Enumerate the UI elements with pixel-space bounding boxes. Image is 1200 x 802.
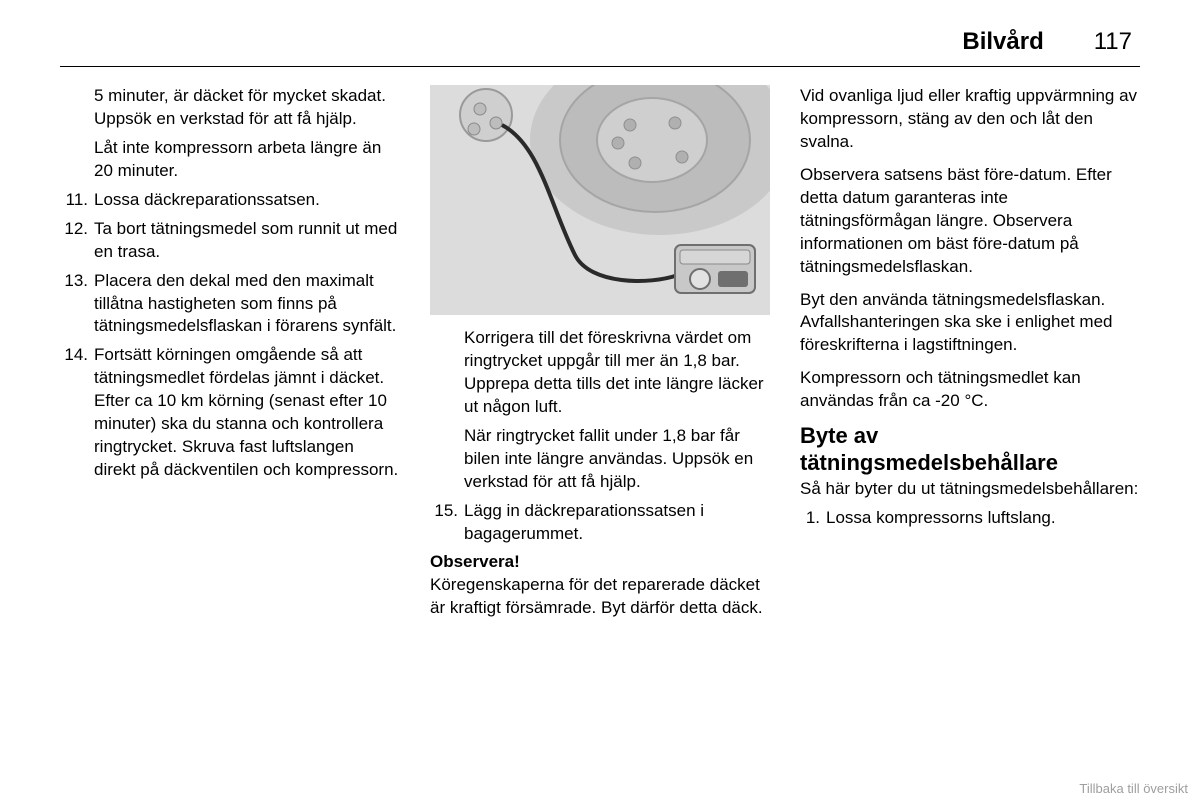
- list-text: Lossa däckreparationssatsen.: [94, 189, 400, 212]
- column-1: 5 minuter, är däcket för mycket skadat. …: [60, 85, 400, 630]
- notice-text: Köregenskaperna för det repare­rade däck…: [430, 574, 770, 620]
- body-text: Korrigera till det föreskrivna vär­det o…: [464, 327, 770, 419]
- body-text: Kompressorn och tätningsmedlet kan använ…: [800, 367, 1140, 413]
- list-text: Lossa kompressorns luftslang.: [826, 507, 1140, 530]
- list-number: 11.: [60, 189, 94, 212]
- list-text: Lägg in däckreparationssatsen i bagageru…: [464, 500, 770, 546]
- body-text: Så här byter du ut tätningsmedelsbe­håll…: [800, 478, 1140, 501]
- continuation-text: Låt inte kompressorn arbeta längre än 20…: [94, 137, 400, 183]
- tire-repair-figure: [430, 85, 770, 315]
- page-header: Bilvård 117: [60, 28, 1140, 66]
- list-number: 14.: [60, 344, 94, 482]
- page-number: 117: [1094, 28, 1132, 56]
- notice-heading: Observera!: [430, 551, 770, 574]
- list-item: 13. Placera den dekal med den maxi­malt …: [60, 270, 400, 339]
- body-text: Observera satsens bäst före-datum. Efter…: [800, 164, 1140, 279]
- list-number: 13.: [60, 270, 94, 339]
- section-title: Bilvård: [962, 28, 1043, 56]
- list-text: Ta bort tätningsmedel som runnit ut med …: [94, 218, 400, 264]
- list-item: 14. Fortsätt körningen omgående så att t…: [60, 344, 400, 482]
- column-2: Korrigera till det föreskrivna vär­det o…: [430, 85, 770, 630]
- page: Bilvård 117 5 minuter, är däcket för myc…: [0, 0, 1200, 802]
- body-text: När ringtrycket fallit under 1,8 bar får…: [464, 425, 770, 494]
- list-text: Fortsätt körningen omgående så att tätni…: [94, 344, 400, 482]
- list-number: 12.: [60, 218, 94, 264]
- tire-compressor-icon: [430, 85, 770, 315]
- list-number: 1.: [800, 507, 826, 530]
- list-item: 12. Ta bort tätningsmedel som runnit ut …: [60, 218, 400, 264]
- subsection-heading: Byte av tätningsmedelsbehållare: [800, 423, 1140, 476]
- list-item: 11. Lossa däckreparationssatsen.: [60, 189, 400, 212]
- continuation-text: 5 minuter, är däcket för mycket skadat. …: [94, 85, 400, 131]
- list-number: 15.: [430, 500, 464, 546]
- body-text: Vid ovanliga ljud eller kraftig upp­värm…: [800, 85, 1140, 154]
- content-columns: 5 minuter, är däcket för mycket skadat. …: [60, 85, 1140, 630]
- back-to-overview-link[interactable]: Tillbaka till översikt: [1079, 781, 1188, 796]
- header-rule: [60, 66, 1140, 67]
- body-text: Byt den använda tätningsmedels­flaskan. …: [800, 289, 1140, 358]
- list-item: 1. Lossa kompressorns luftslang.: [800, 507, 1140, 530]
- list-text: Placera den dekal med den maxi­malt till…: [94, 270, 400, 339]
- list-item: 15. Lägg in däckreparationssatsen i baga…: [430, 500, 770, 546]
- column-3: Vid ovanliga ljud eller kraftig upp­värm…: [800, 85, 1140, 630]
